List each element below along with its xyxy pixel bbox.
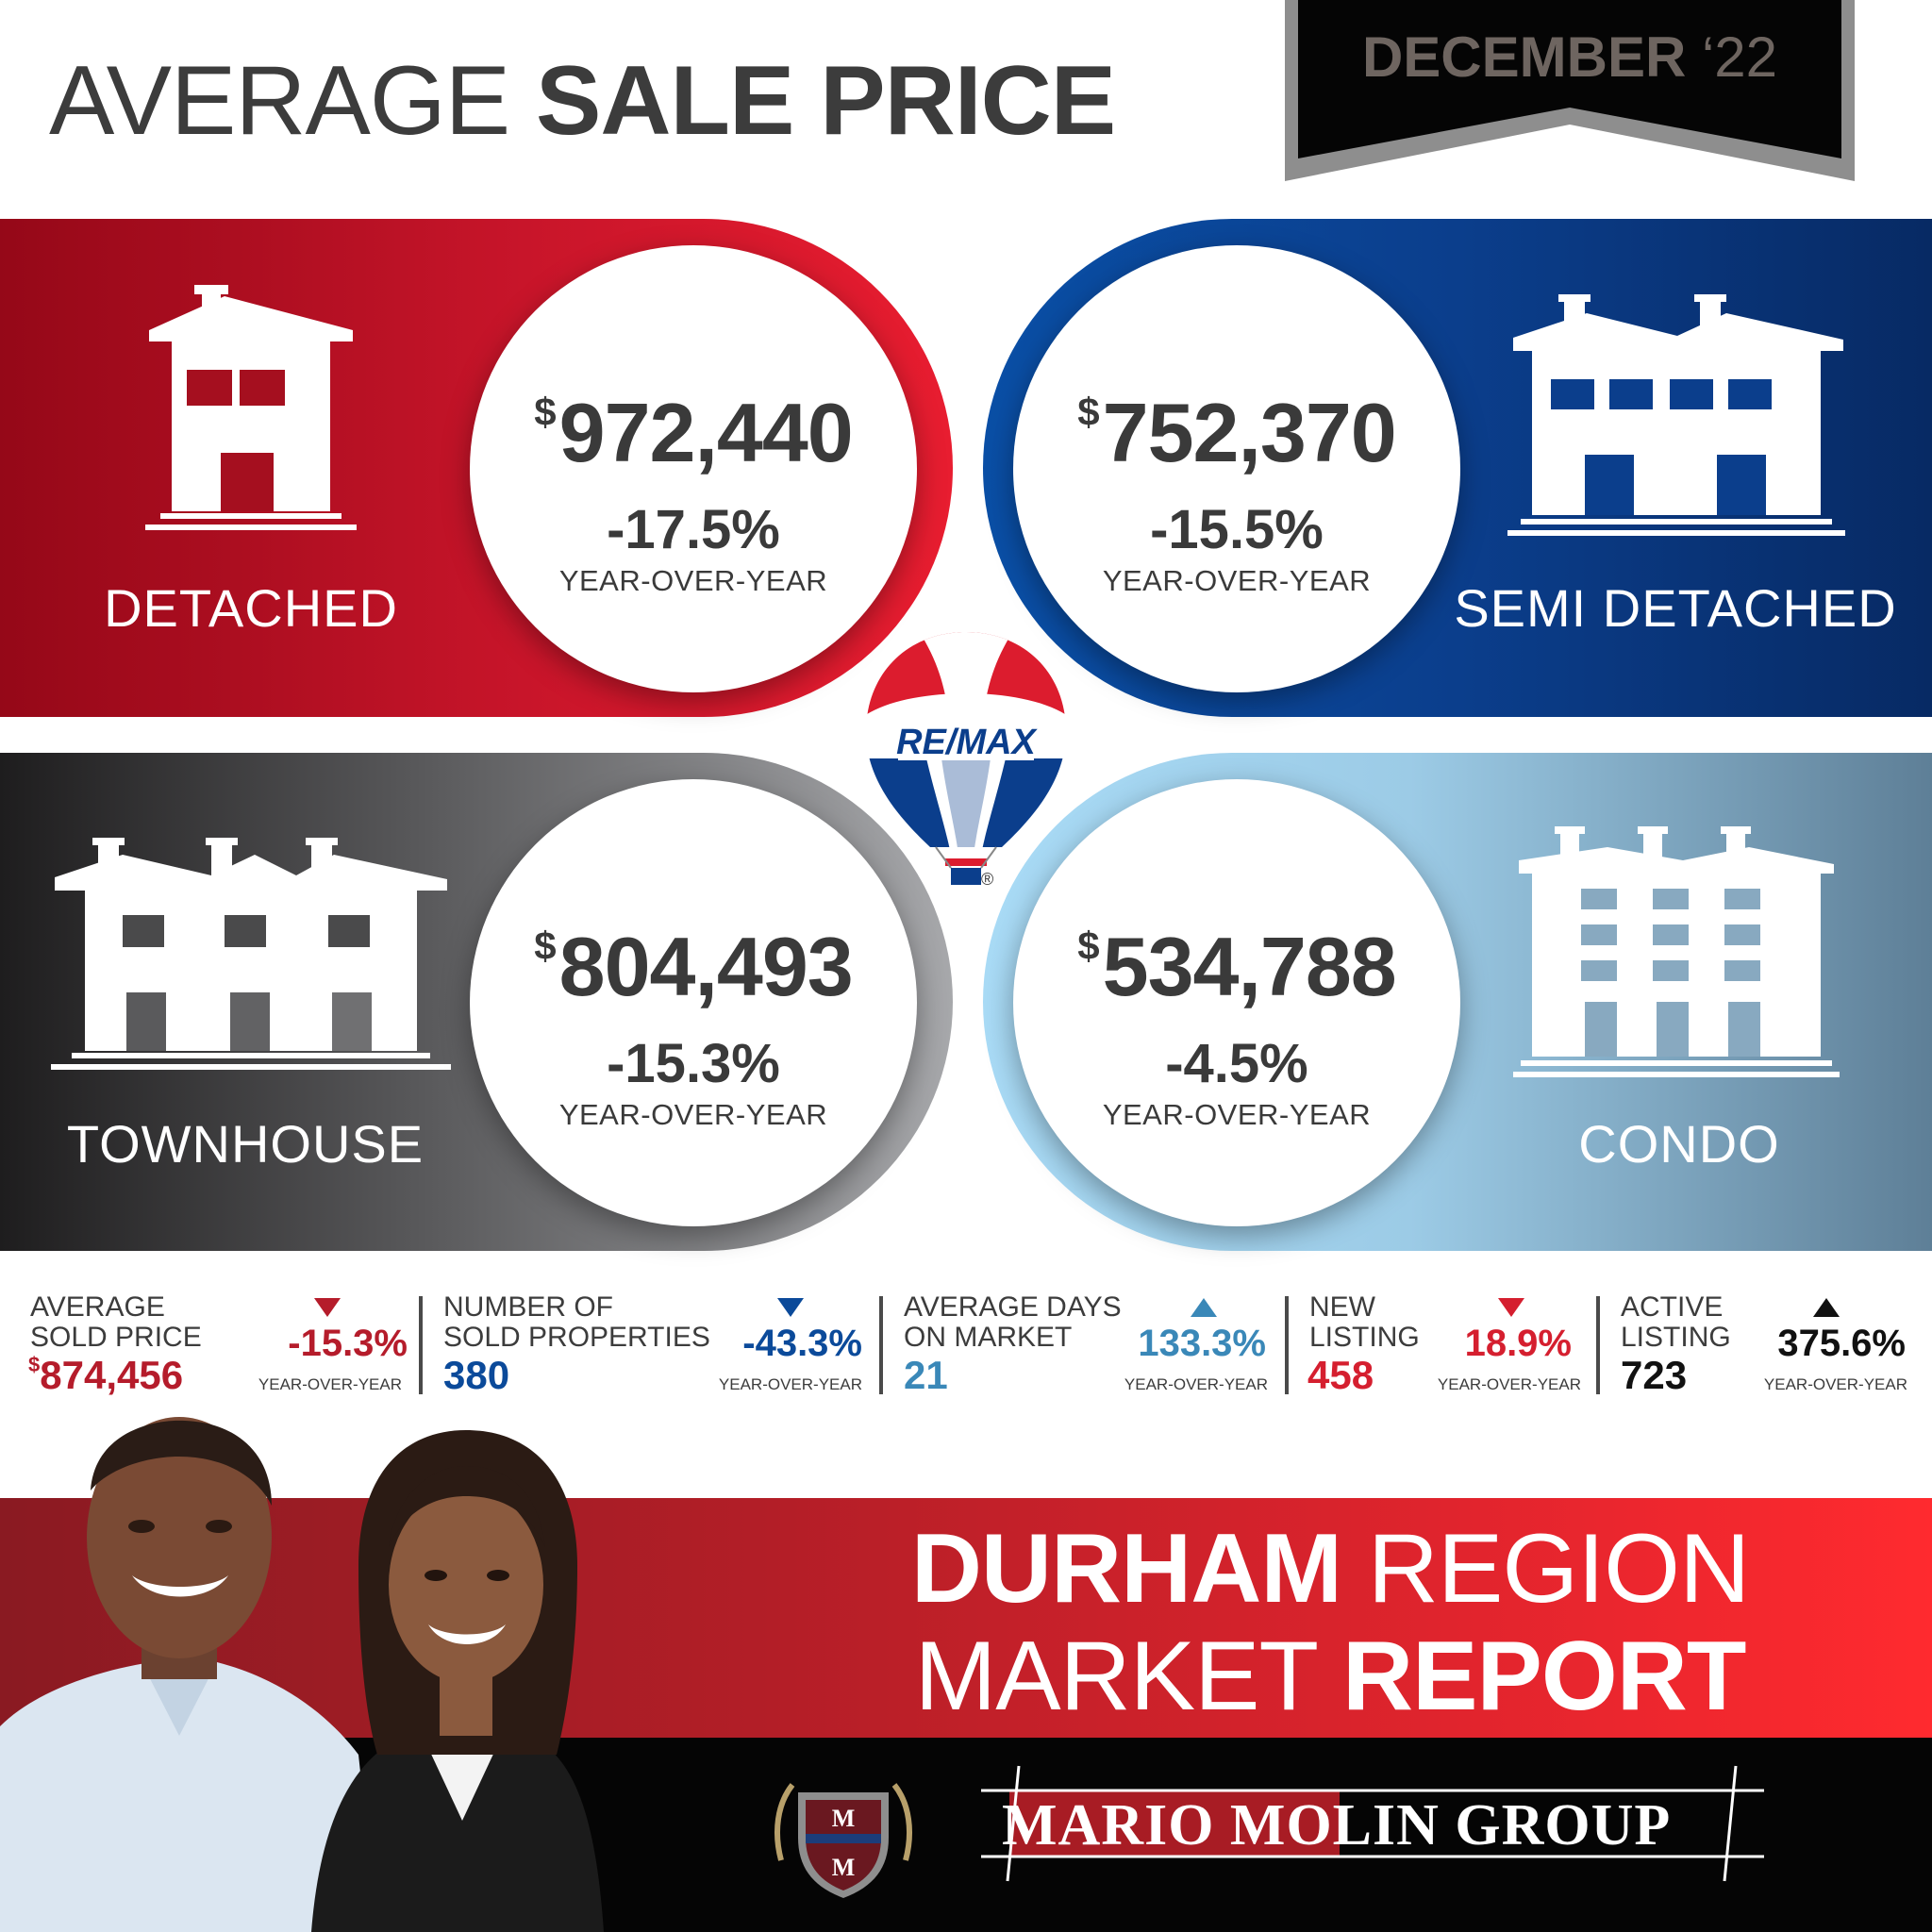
mario-molin-crest-icon: M M [774, 1783, 912, 1898]
report-title: DURHAM REGION MARKET REPORT [811, 1515, 1849, 1730]
detached-change: -17.5% [607, 499, 780, 560]
semi-detached-price-circle [1013, 245, 1460, 692]
stat-days-on-market-change: 133.3% [1138, 1323, 1266, 1364]
down-arrow-icon [314, 1298, 341, 1317]
title-region-bold: DURHAM [910, 1514, 1342, 1624]
stat-divider [1285, 1296, 1289, 1394]
stat-label-line2: SOLD PROPERTIES [443, 1322, 710, 1353]
crest-letter-bottom: M [832, 1854, 856, 1881]
stat-active-listing-period: YEAR-OVER-YEAR [1763, 1375, 1907, 1393]
semi-detached-price: $752,370 [1013, 385, 1460, 481]
stat-new-listing-change: 18.9% [1464, 1323, 1572, 1364]
semi-detached-period: YEAR-OVER-YEAR [1102, 564, 1372, 597]
report-title-line1: DURHAM REGION [811, 1515, 1849, 1623]
stat-label-line1: AVERAGE [30, 1291, 165, 1323]
crest-letter-top: M [832, 1805, 856, 1832]
stat-divider [879, 1296, 883, 1394]
detached-price-circle [470, 245, 917, 692]
stat-label-line2: ON MARKET [904, 1322, 1073, 1353]
down-arrow-icon [777, 1298, 804, 1317]
registered-mark: ® [981, 870, 994, 889]
stat-label-line1: ACTIVE [1621, 1291, 1724, 1323]
townhouse-price: $804,493 [470, 919, 917, 1015]
currency-symbol: $ [534, 390, 556, 434]
detached-period: YEAR-OVER-YEAR [558, 564, 828, 597]
condo-period: YEAR-OVER-YEAR [1102, 1098, 1372, 1131]
semi-detached-label: SEMI DETACHED [1454, 578, 1897, 638]
stat-label-line2: SOLD PRICE [30, 1322, 202, 1353]
stat-label-line2: LISTING [1621, 1322, 1731, 1353]
stat-avg-sold-price-change: -15.3% [288, 1323, 408, 1364]
semi-detached-house-icon [1507, 294, 1845, 536]
stat-sold-properties-value: 380 [443, 1353, 510, 1397]
currency-symbol: $ [1077, 390, 1099, 434]
stat-divider [1596, 1296, 1600, 1394]
semi-detached-change: -15.5% [1150, 499, 1324, 560]
currency-symbol: $ [1077, 924, 1099, 968]
townhouse-change: -15.3% [607, 1033, 780, 1094]
stat-active-listing-value: 723 [1621, 1353, 1688, 1397]
title-light: AVERAGE [49, 46, 510, 156]
report-title-line2: MARKET REPORT [811, 1623, 1849, 1730]
stat-sold-properties-label: NUMBER OF SOLD PROPERTIES [443, 1292, 710, 1353]
title-report-bold: REPORT [1342, 1622, 1746, 1731]
stat-sold-properties-period: YEAR-OVER-YEAR [718, 1375, 862, 1393]
detached-price: $972,440 [470, 385, 917, 481]
agents-photo [0, 1417, 604, 1932]
stat-label-line1: AVERAGE DAYS [904, 1291, 1122, 1323]
month-year: ‘22 [1701, 25, 1778, 89]
condo-price-circle [1013, 779, 1460, 1226]
semi-detached-price-value: 752,370 [1102, 386, 1397, 479]
stat-new-listing-label: NEW LISTING [1309, 1292, 1420, 1353]
townhouse-period: YEAR-OVER-YEAR [558, 1098, 828, 1131]
stat-label-line2: LISTING [1309, 1322, 1420, 1353]
stat-avg-sold-price-value: $874,456 [28, 1353, 183, 1398]
title-bold: SALE PRICE [536, 46, 1116, 156]
report-banner [0, 1498, 1932, 1738]
stat-label-line1: NEW [1309, 1291, 1375, 1323]
detached-label: DETACHED [104, 578, 398, 638]
condo-price: $534,788 [1013, 919, 1460, 1015]
stat-avg-sold-price-period: YEAR-OVER-YEAR [258, 1375, 402, 1393]
townhouse-icon [51, 838, 451, 1070]
up-arrow-icon [1813, 1298, 1840, 1317]
currency-symbol: $ [28, 1353, 41, 1376]
condo-change: -4.5% [1165, 1033, 1308, 1094]
condo-label: CONDO [1578, 1114, 1780, 1174]
stat-sold-properties-change: -43.3% [742, 1323, 862, 1364]
group-name: MARIO MOLIN GROUP [1002, 1793, 1672, 1857]
down-arrow-icon [1498, 1298, 1524, 1317]
condo-building-icon [1513, 826, 1840, 1077]
stat-new-listing-period: YEAR-OVER-YEAR [1437, 1375, 1581, 1393]
stat-active-listing-label: ACTIVE LISTING [1621, 1292, 1731, 1353]
stat-days-on-market-value: 21 [904, 1353, 948, 1397]
condo-price-value: 534,788 [1102, 920, 1397, 1013]
stat-avg-sold-price-label: AVERAGE SOLD PRICE [30, 1292, 202, 1353]
townhouse-label: TOWNHOUSE [66, 1114, 425, 1174]
month-ribbon [1285, 0, 1855, 181]
page-title: AVERAGE SALE PRICE [49, 45, 1116, 158]
stat-label-line1: NUMBER OF [443, 1291, 613, 1323]
remax-balloon-logo: RE/MAX [866, 632, 1066, 885]
stat-value-text: 874,456 [40, 1353, 184, 1397]
stat-active-listing-change: 375.6% [1777, 1323, 1906, 1364]
stat-new-listing-value: 458 [1307, 1353, 1374, 1397]
townhouse-price-value: 804,493 [558, 920, 854, 1013]
group-name-frame [981, 1765, 1764, 1882]
svg-text:RE/MAX: RE/MAX [896, 723, 1038, 762]
title-market-light: MARKET [914, 1622, 1317, 1731]
stat-days-on-market-period: YEAR-OVER-YEAR [1124, 1375, 1268, 1393]
detached-price-value: 972,440 [558, 386, 854, 479]
townhouse-price-circle [470, 779, 917, 1226]
currency-symbol: $ [534, 924, 556, 968]
month-name: DECEMBER [1361, 25, 1687, 89]
detached-house-icon [145, 285, 357, 530]
stat-days-on-market-label: AVERAGE DAYS ON MARKET [904, 1292, 1122, 1353]
stat-divider [419, 1296, 423, 1394]
up-arrow-icon [1191, 1298, 1217, 1317]
title-region-light: REGION [1367, 1514, 1750, 1624]
month-label: DECEMBER ‘22 [1285, 25, 1855, 90]
